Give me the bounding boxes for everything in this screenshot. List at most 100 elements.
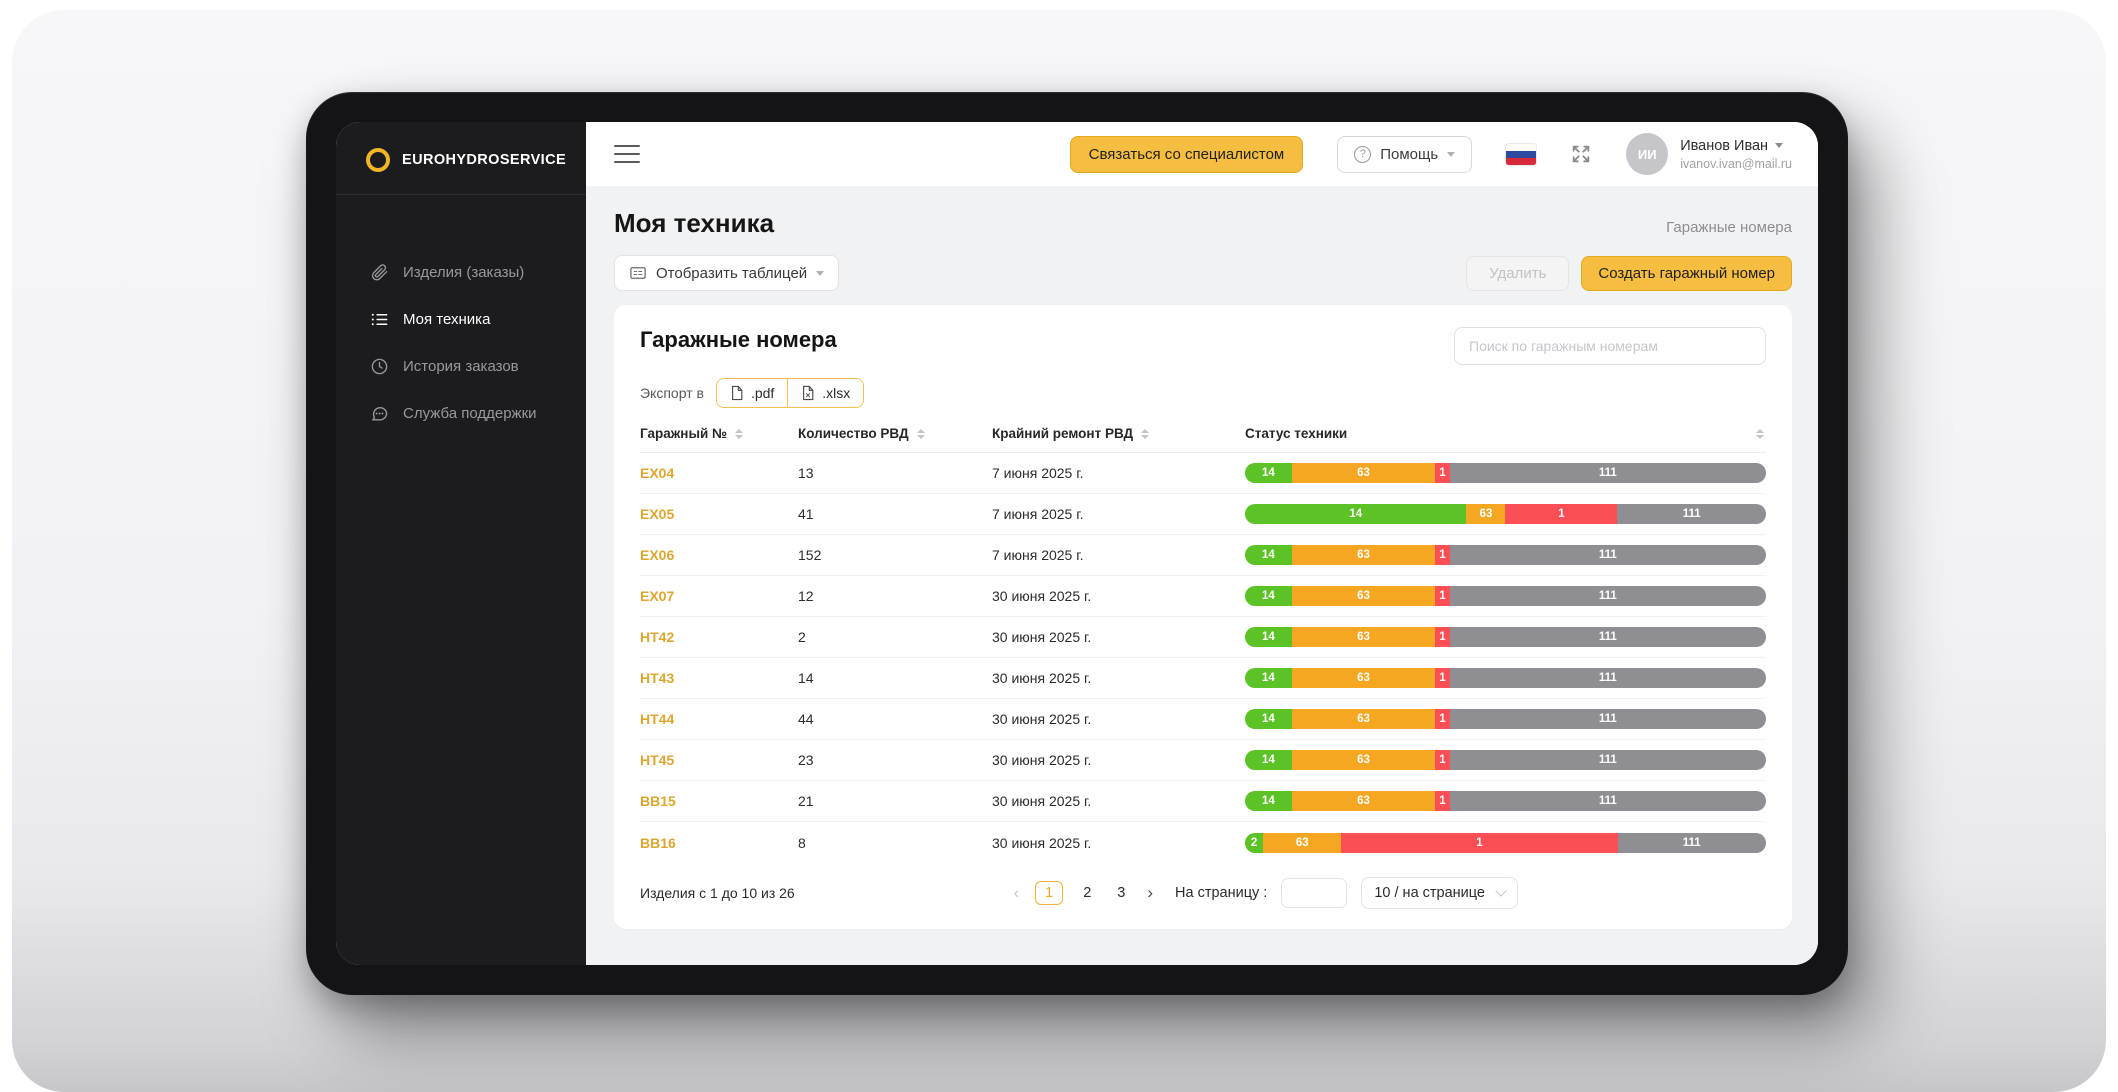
status-segment-orange: 63 [1291,627,1436,647]
table-row[interactable]: EX04 13 7 июня 2025 г. 14 63 1 111 [640,453,1766,494]
date-cell: 7 июня 2025 г. [992,465,1084,481]
status-segment-orange: 63 [1291,463,1436,483]
status-segment-orange: 63 [1291,791,1436,811]
sidebar-item-label: Изделия (заказы) [403,264,525,281]
contact-specialist-button[interactable]: Связаться со специалистом [1069,135,1304,173]
status-segment-gray: 111 [1449,545,1766,565]
date-cell: 30 июня 2025 г. [992,670,1092,686]
table-row[interactable]: EX05 41 7 июня 2025 г. 14 63 1 111 [640,494,1766,535]
page-button-1[interactable]: 1 [1035,881,1064,905]
status-segment-red: 1 [1435,668,1450,688]
garage-id-link[interactable]: HT45 [640,752,675,768]
page-button-3[interactable]: 3 [1117,885,1126,901]
qty-cell: 152 [798,547,822,563]
table-row[interactable]: BB15 21 30 июня 2025 г. 14 63 1 111 [640,781,1766,822]
garage-id-link[interactable]: HT42 [640,629,675,645]
sidebar-item-my-equipment[interactable]: Моя техника [336,296,586,343]
garage-id-link[interactable]: EX04 [640,465,675,481]
sidebar-item-order-history[interactable]: История заказов [336,343,586,390]
actions-row: Отобразить таблицей Удалить Создать гара… [614,255,1792,291]
language-flag-ru[interactable] [1506,143,1537,165]
status-segment-green: 14 [1245,545,1292,565]
sidebar-item-orders[interactable]: Изделия (заказы) [336,249,586,296]
status-bar: 14 63 1 111 [1245,463,1766,483]
status-segment-green: 14 [1245,668,1292,688]
sidebar-item-support[interactable]: Служба поддержки [336,390,586,437]
garage-id-link[interactable]: BB15 [640,793,676,809]
search-input[interactable] [1454,327,1766,365]
column-header-garage-number[interactable]: Гаражный № [640,426,798,441]
status-bar: 14 63 1 111 [1245,668,1766,688]
table-row[interactable]: BB16 8 30 июня 2025 г. 2 63 1 111 [640,822,1766,863]
status-segment-green: 14 [1245,463,1292,483]
column-header-rvd-count[interactable]: Количество РВД [798,426,992,441]
status-segment-gray: 111 [1449,627,1766,647]
column-header-status[interactable]: Статус техники [1245,426,1766,441]
garage-id-link[interactable]: EX06 [640,547,675,563]
column-header-last-repair[interactable]: Крайний ремонт РВД [992,426,1245,441]
sidebar-item-label: История заказов [403,358,519,375]
status-segment-orange: 63 [1291,586,1436,606]
garage-id-link[interactable]: HT44 [640,711,675,727]
date-cell: 30 июня 2025 г. [992,793,1092,809]
garage-id-link[interactable]: EX07 [640,588,675,604]
delete-button[interactable]: Удалить [1466,255,1570,291]
table-row[interactable]: EX06 152 7 июня 2025 г. 14 63 1 111 [640,535,1766,576]
status-segment-red: 1 [1435,463,1450,483]
next-page-button[interactable]: › [1147,883,1154,902]
status-segment-orange: 63 [1466,504,1506,524]
garage-id-link[interactable]: EX05 [640,506,675,522]
status-segment-green: 14 [1245,709,1292,729]
table-row[interactable]: HT42 2 30 июня 2025 г. 14 63 1 111 [640,617,1766,658]
qty-cell: 21 [798,793,814,809]
sort-icon [735,428,744,439]
table-footer: Изделия с 1 до 10 из 26 ‹ 1 2 3 › На стр… [640,877,1766,909]
date-cell: 30 июня 2025 г. [992,588,1092,604]
pdf-file-icon [730,385,744,401]
column-label: Гаражный № [640,426,728,441]
prev-page-button[interactable]: ‹ [1013,883,1020,902]
export-pdf-label: .pdf [750,385,775,401]
status-segment-orange: 63 [1291,545,1436,565]
xlsx-file-icon [801,385,815,401]
qty-cell: 2 [798,629,806,645]
status-segment-red: 1 [1435,750,1450,770]
paperclip-icon [370,263,389,282]
garage-numbers-card: Гаражные номера Экспорт в .pdf [614,305,1792,929]
date-cell: 30 июня 2025 г. [992,629,1092,645]
table-row[interactable]: HT45 23 30 июня 2025 г. 14 63 1 111 [640,740,1766,781]
status-segment-gray: 111 [1617,832,1766,853]
goto-page-input[interactable] [1281,878,1348,908]
display-table-button[interactable]: Отобразить таблицей [614,255,840,291]
date-cell: 30 июня 2025 г. [992,711,1092,727]
fullscreen-icon[interactable] [1570,143,1592,165]
question-icon: ? [1354,145,1372,163]
clock-icon [370,357,389,376]
page-button-2[interactable]: 2 [1083,885,1092,901]
pagination-summary: Изделия с 1 до 10 из 26 [640,885,795,901]
table-row[interactable]: HT43 14 30 июня 2025 г. 14 63 1 111 [640,658,1766,699]
table-row[interactable]: EX07 12 30 июня 2025 г. 14 63 1 111 [640,576,1766,617]
status-bar: 14 63 1 111 [1245,504,1766,524]
status-segment-gray: 111 [1449,750,1766,770]
per-page-select[interactable]: 10 / на странице [1361,877,1518,909]
sidebar-item-label: Служба поддержки [403,405,537,422]
status-bar: 14 63 1 111 [1245,791,1766,811]
table-row[interactable]: HT44 44 30 июня 2025 г. 14 63 1 111 [640,699,1766,740]
help-button[interactable]: ? Помощь [1337,135,1473,173]
export-pdf-button[interactable]: .pdf [716,379,788,407]
status-bar: 14 63 1 111 [1245,627,1766,647]
create-garage-number-button[interactable]: Создать гаражный номер [1581,255,1792,291]
brand-logo-icon [366,148,390,172]
garage-id-link[interactable]: BB16 [640,834,676,851]
garage-id-link[interactable]: HT43 [640,670,675,686]
app-screen: EUROHYDROSERVICE Изделия (заказы) [336,122,1818,965]
card-head: Гаражные номера [640,327,1766,365]
hamburger-menu-button[interactable] [614,145,640,163]
export-xlsx-button[interactable]: .xlsx [787,379,864,407]
card-title: Гаражные номера [640,327,837,352]
user-menu[interactable]: ИИ Иванов Иван ivanov.ivan@mail.ru [1626,133,1792,175]
status-segment-green: 14 [1245,627,1292,647]
date-cell: 30 июня 2025 г. [992,752,1092,768]
sort-icon [1756,428,1764,439]
